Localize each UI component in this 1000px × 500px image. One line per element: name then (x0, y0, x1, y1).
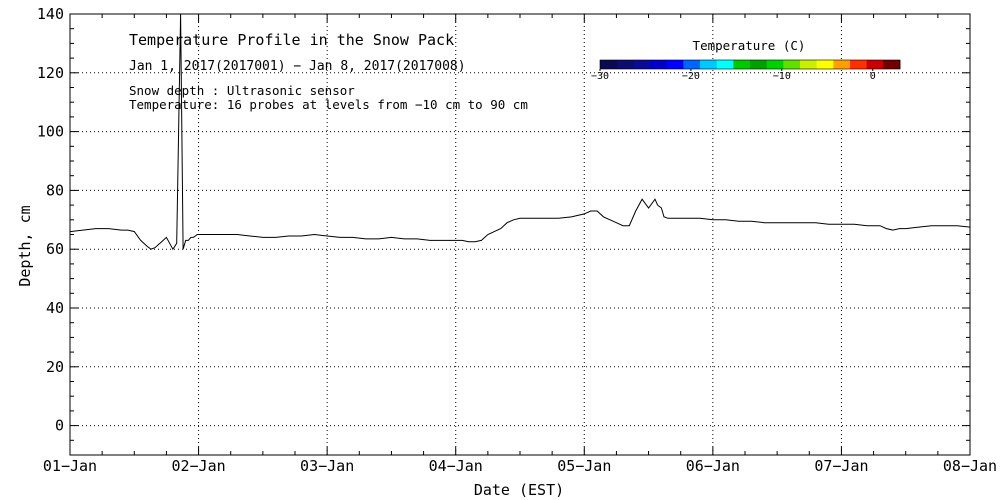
colorbar-label: Temperature (C) (693, 38, 806, 53)
temperature-colorbar (599, 59, 901, 70)
x-tick-label: 05−Jan (557, 457, 611, 475)
y-tick-label: 20 (46, 358, 64, 376)
y-tick-label: 100 (37, 123, 64, 141)
note-snow-depth: Snow depth : Ultrasonic sensor (129, 83, 355, 98)
x-tick-label: 01−Jan (43, 457, 97, 475)
colorbar-segment (700, 60, 718, 69)
chart-title: Temperature Profile in the Snow Pack (129, 31, 454, 49)
colorbar-segment (750, 60, 768, 69)
y-tick-label: 120 (37, 64, 64, 82)
colorbar-segment (733, 60, 751, 69)
colorbar-segment (883, 60, 901, 69)
x-axis-label: Date (EST) (474, 481, 564, 499)
colorbar-segment (783, 60, 801, 69)
colorbar-segment (850, 60, 868, 69)
axis-ticks (69, 13, 971, 456)
y-tick-labels: 0 20 40 60 80 100 120 140 (37, 5, 64, 435)
chart-subtitle: Jan 1, 2017(2017001) − Jan 8, 2017(20170… (129, 59, 466, 74)
x-tick-label: 06−Jan (686, 457, 740, 475)
colorbar-outline (599, 59, 901, 70)
y-tick-label: 0 (55, 417, 64, 435)
x-tick-label: 07−Jan (814, 457, 868, 475)
colorbar-segment (683, 60, 701, 69)
x-tick-label: 03−Jan (300, 457, 354, 475)
colorbar-segment (866, 60, 884, 69)
colorbar-tick-label: −10 (773, 71, 791, 82)
colorbar-segment (666, 60, 684, 69)
colorbar-tick-label: −30 (591, 71, 609, 82)
colorbar-segment (816, 60, 834, 69)
colorbar-tick-labels: −30 −20 −10 0 (591, 69, 876, 82)
x-tick-label: 04−Jan (429, 457, 483, 475)
colorbar-segment (766, 60, 784, 69)
series-layer (69, 13, 971, 251)
snow-depth-line (69, 13, 971, 251)
colorbar-tick-label: 0 (870, 71, 876, 82)
colorbar-segment (800, 60, 818, 69)
x-tick-labels: 01−Jan 02−Jan 03−Jan 04−Jan 05−Jan 06−Jan 07−J… (43, 457, 997, 475)
colorbar-segment (833, 60, 851, 69)
colorbar-segment (600, 60, 618, 69)
x-tick-label: 02−Jan (171, 457, 225, 475)
colorbar-segment (616, 60, 634, 69)
colorbar-segment (633, 60, 651, 69)
y-tick-label: 140 (37, 5, 64, 23)
colorbar-segment (716, 60, 734, 69)
y-tick-label: 40 (46, 299, 64, 317)
colorbar-tick-label: −20 (682, 71, 700, 82)
y-axis-label: Depth, cm (16, 205, 34, 286)
colorbar-segment (650, 60, 668, 69)
x-tick-label: 08−Jan (943, 457, 997, 475)
y-tick-label: 80 (46, 181, 64, 199)
y-tick-label: 60 (46, 240, 64, 258)
note-temperature: Temperature: 16 probes at levels from −1… (129, 97, 528, 112)
